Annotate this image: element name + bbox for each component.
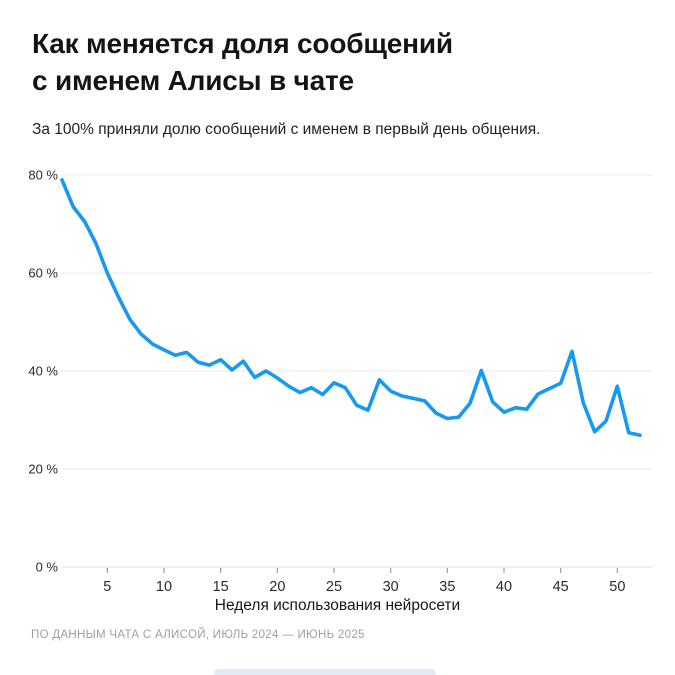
chart-title: Как меняется доля сообщений с именем Алис… [32,25,453,99]
cropped-watermark [214,669,436,675]
source-note: ПО ДАННЫМ ЧАТА С АЛИСОЙ, ИЮЛЬ 2024 — ИЮН… [31,629,365,641]
x-tick-label: 25 [326,579,342,595]
y-tick-label: 20 % [28,462,58,477]
x-tick-label: 45 [553,579,569,595]
chart-title-line1: Как меняется доля сообщений [32,28,453,59]
trend-line [60,178,642,437]
x-tick-label: 40 [496,579,512,595]
y-tick-label: 0 % [36,560,59,575]
x-tick-label: 15 [213,579,229,595]
y-tick-label: 40 % [28,364,58,379]
chart-title-line2: с именем Алисы в чате [32,65,354,96]
y-tick-label: 60 % [28,266,58,281]
x-tick-label: 35 [439,579,455,595]
x-tick-label: 30 [383,579,399,595]
chart-subtitle: За 100% приняли долю сообщений с именем … [32,121,541,138]
x-tick-label: 10 [156,579,172,595]
x-axis-title: Неделя использования нейросети [214,597,461,614]
x-tick-label: 20 [269,579,285,595]
x-tick-label: 50 [609,579,625,595]
x-tick-label: 5 [103,579,111,595]
y-tick-label: 80 % [28,168,58,183]
